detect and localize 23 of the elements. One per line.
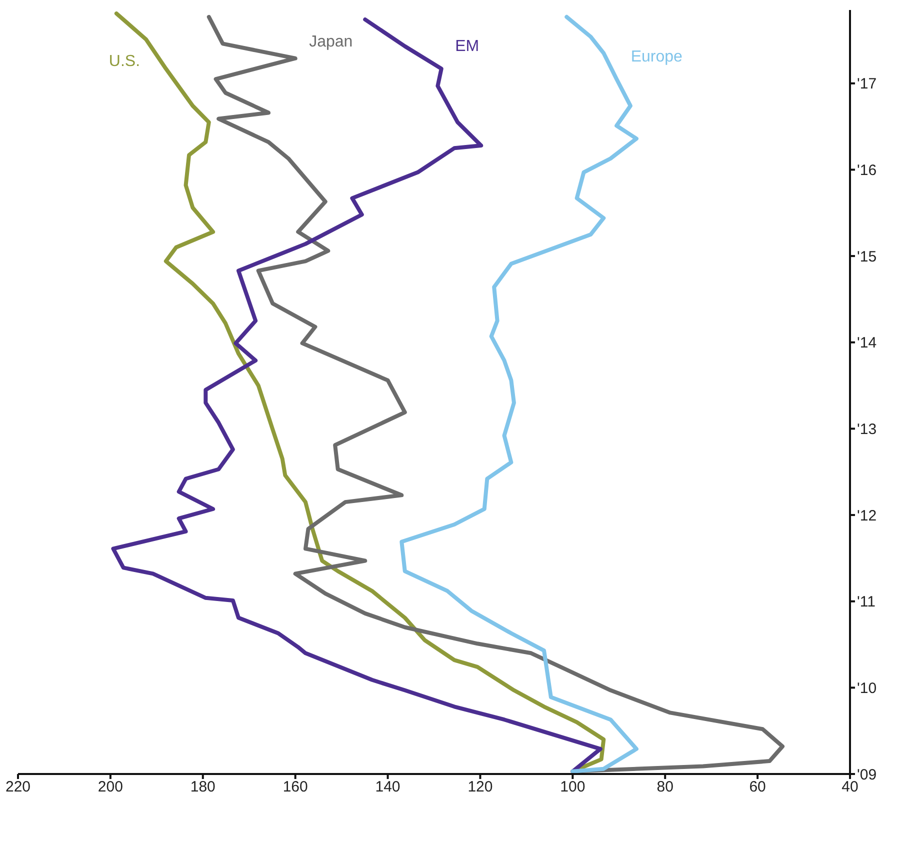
y-tick-label: '13 (857, 421, 877, 438)
series-label: U.S. (108, 52, 140, 70)
y-tick-label: '11 (857, 594, 876, 611)
y-tick-label: '17 (857, 76, 877, 93)
y-tick-label: '10 (857, 680, 877, 697)
x-tick-label: 140 (375, 778, 400, 796)
series-label: EM (455, 38, 480, 55)
x-tick-label: 80 (656, 778, 674, 796)
y-tick-label: '12 (857, 507, 877, 524)
x-tick-label: 220 (5, 778, 31, 796)
y-tick-label: '16 (857, 162, 877, 180)
x-tick-label: 120 (468, 778, 493, 796)
series-label: Japan (309, 33, 353, 50)
y-tick-label: '09 (857, 766, 877, 784)
x-tick-label: 180 (190, 778, 216, 796)
y-tick-label: '15 (857, 248, 877, 266)
x-tick-label: 40 (842, 778, 858, 796)
series-label: Europe (630, 48, 683, 66)
y-tick-label: '14 (857, 334, 877, 352)
x-tick-label: 160 (282, 778, 308, 796)
x-tick-label: 60 (749, 778, 766, 796)
x-tick-label: 100 (560, 778, 586, 796)
x-tick-label: 200 (98, 778, 123, 796)
